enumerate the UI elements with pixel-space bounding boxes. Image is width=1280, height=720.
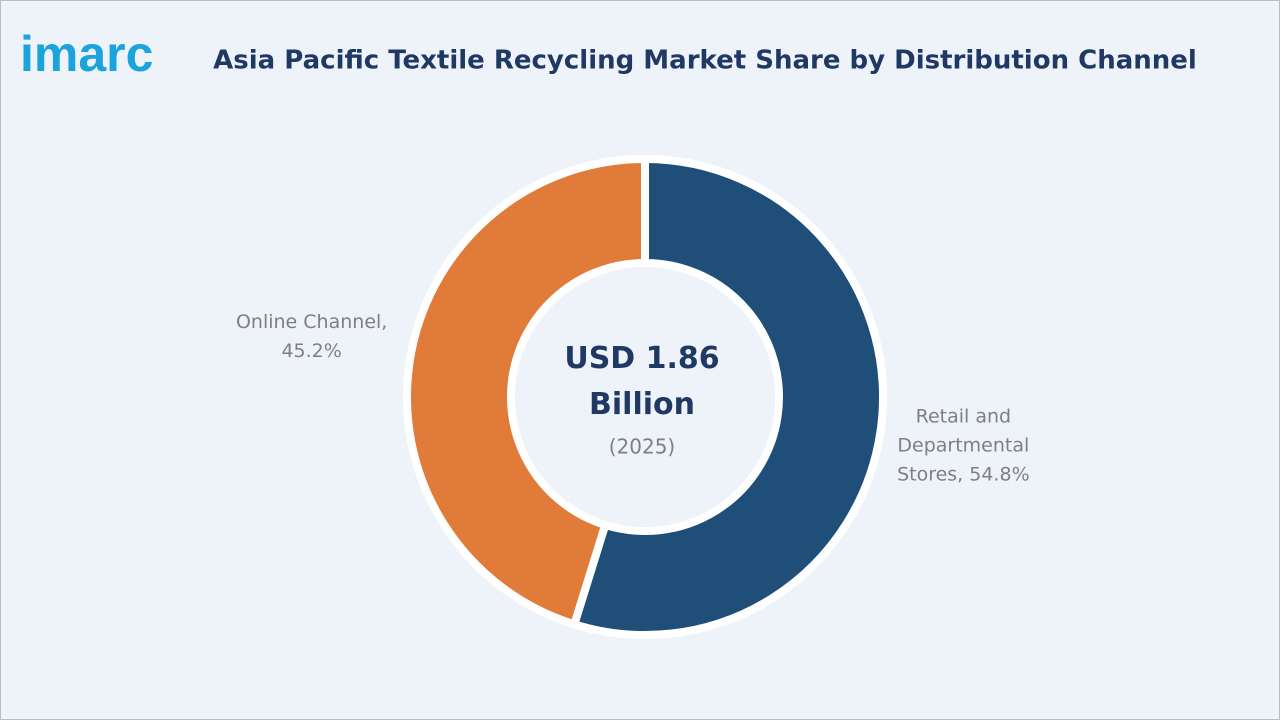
center-text: USD 1.86 Billion xyxy=(564,341,719,422)
slice-label: Online Channel, 45.2% xyxy=(236,311,387,362)
slice-label: Retail and Departmental Stores, 54.8% xyxy=(897,405,1030,485)
logo: imarc xyxy=(20,26,153,82)
chart-title: Asia Pacific Textile Recycling Market Sh… xyxy=(213,46,1197,76)
donut-hole xyxy=(515,267,775,527)
slice xyxy=(403,154,649,630)
center-subtext: (2025) xyxy=(609,435,676,459)
slice xyxy=(569,154,887,639)
